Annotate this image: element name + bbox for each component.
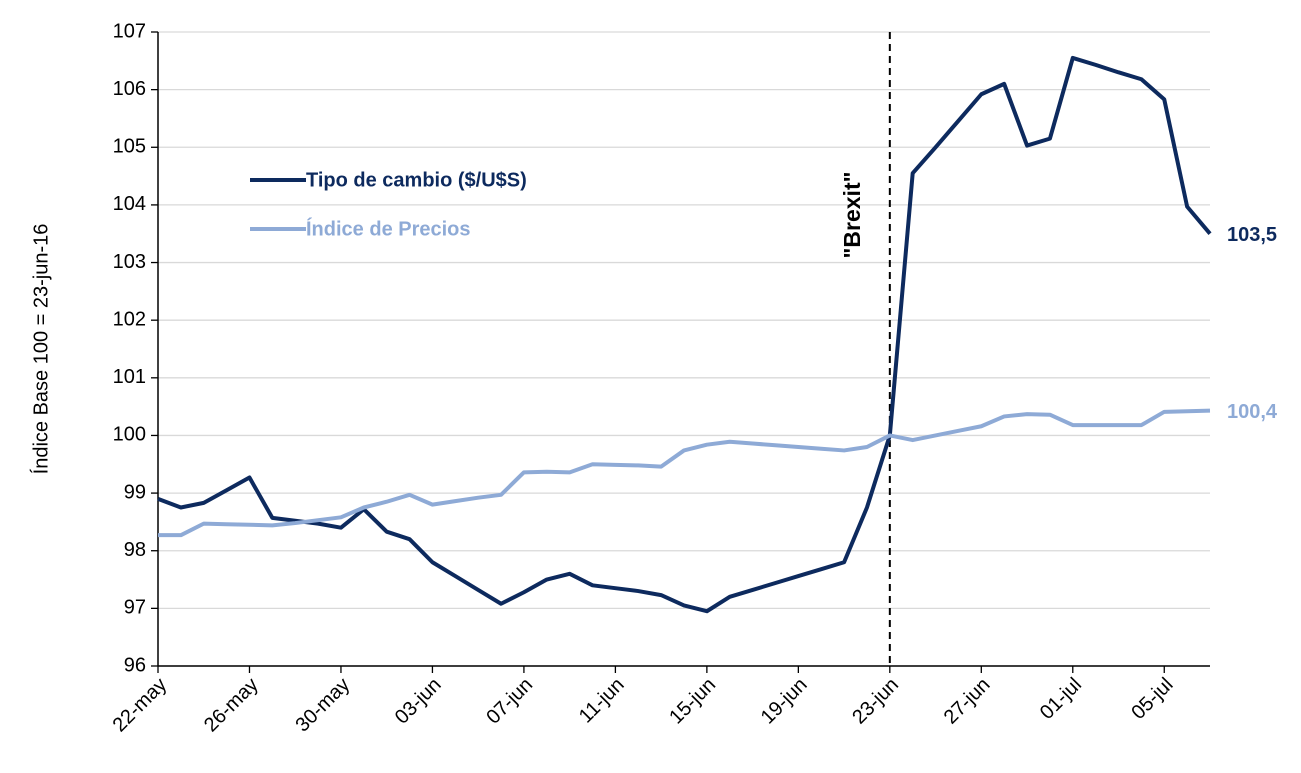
x-tick-label: 05-jul	[1127, 674, 1177, 724]
x-tick-label: 03-jun	[391, 674, 446, 729]
series-line	[157, 55, 1212, 614]
y-tick-label: 101	[113, 366, 146, 388]
y-tick-label: 102	[113, 308, 146, 330]
y-tick-label: 100	[113, 424, 146, 446]
x-tick-label: 01-jul	[1036, 674, 1086, 724]
y-tick-label: 107	[113, 20, 146, 42]
y-tick-label: 96	[124, 654, 146, 676]
annotation: "Brexit"	[839, 171, 865, 258]
legend-label: Índice de Precios	[306, 217, 471, 240]
x-tick-label: 07-jun	[482, 674, 537, 729]
y-tick-label: 98	[124, 539, 146, 561]
y-tick-label: 103	[113, 251, 146, 273]
y-tick-label: 106	[113, 78, 146, 100]
y-tick-label: 105	[113, 136, 146, 158]
x-tick-label: 15-jun	[665, 674, 720, 729]
x-tick-label: 23-jun	[848, 674, 903, 729]
x-tick-label: 27-jun	[940, 674, 995, 729]
y-axis-label: Índice Base 100 = 23-jun-16	[29, 224, 52, 475]
end-label: 100,4	[1227, 401, 1278, 423]
y-tick-label: 99	[124, 481, 146, 503]
end-label: 103,5	[1227, 224, 1277, 246]
x-tick-label: 22-may	[109, 674, 172, 737]
y-tick-label: 97	[124, 597, 146, 619]
y-tick-label: 104	[113, 193, 146, 215]
x-tick-label: 30-may	[292, 674, 355, 737]
x-tick-label: 26-may	[200, 674, 263, 737]
x-tick-label: 11-jun	[575, 674, 629, 728]
series-line	[158, 408, 1211, 538]
legend-label: Tipo de cambio ($/U$S)	[306, 169, 527, 191]
x-tick-label: 19-jun	[757, 674, 812, 729]
